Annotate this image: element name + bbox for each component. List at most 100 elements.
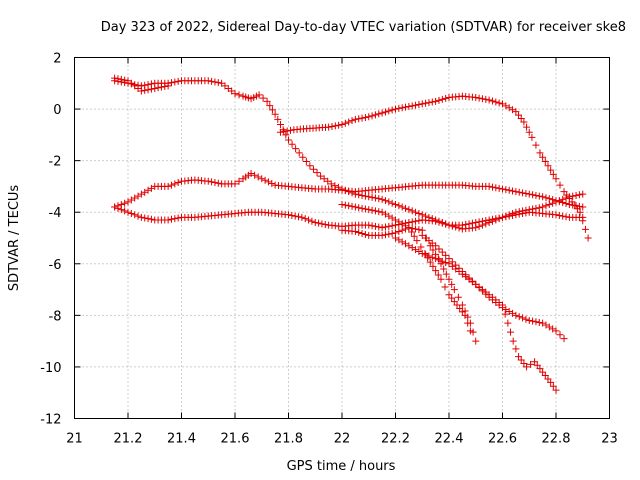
- data-point: [287, 126, 295, 134]
- data-point: [435, 245, 443, 253]
- data-point: [204, 77, 212, 85]
- data-point: [134, 192, 142, 200]
- data-point: [529, 191, 537, 199]
- data-point: [214, 79, 222, 87]
- data-point: [114, 204, 122, 212]
- data-point: [579, 203, 587, 211]
- data-point: [171, 180, 179, 188]
- data-point: [432, 242, 440, 250]
- data-point: [154, 84, 162, 92]
- data-point: [388, 222, 396, 230]
- data-point: [442, 220, 450, 228]
- data-point: [492, 215, 500, 223]
- data-point: [432, 217, 440, 225]
- data-point: [519, 189, 527, 197]
- data-point: [542, 194, 550, 202]
- data-point: [502, 186, 510, 194]
- data-point: [464, 319, 472, 327]
- data-point: [317, 172, 325, 180]
- data-point: [529, 317, 537, 325]
- data-point: [147, 215, 155, 223]
- data-point: [421, 249, 429, 257]
- data-point: [478, 217, 486, 225]
- y-tick-label: 0: [53, 103, 61, 118]
- data-point: [164, 182, 172, 190]
- data-point: [144, 86, 152, 94]
- data-point: [502, 306, 510, 314]
- data-point: [495, 99, 503, 107]
- data-point: [475, 94, 483, 102]
- data-point: [532, 318, 540, 326]
- data-point: [492, 98, 500, 106]
- data-point: [141, 86, 149, 94]
- data-point: [499, 301, 506, 309]
- data-point: [417, 243, 425, 251]
- data-point: [358, 229, 366, 237]
- data-point: [555, 198, 563, 206]
- data-point: [285, 211, 292, 219]
- data-point: [144, 186, 152, 194]
- data-point: [355, 204, 363, 212]
- data-point: [445, 275, 453, 283]
- data-point: [552, 327, 560, 335]
- data-point: [472, 93, 480, 101]
- data-point: [556, 181, 564, 189]
- data-point: [465, 274, 473, 282]
- data-point: [147, 184, 155, 192]
- data-point: [355, 115, 363, 123]
- data-point: [429, 246, 437, 254]
- data-point: [157, 83, 165, 91]
- data-point: [426, 258, 434, 266]
- data-point: [505, 104, 513, 112]
- data-point: [458, 221, 466, 229]
- data-point: [438, 257, 446, 265]
- data-point: [499, 100, 506, 108]
- data-point: [368, 193, 376, 201]
- data-point: [263, 97, 271, 105]
- data-point: [575, 191, 583, 199]
- data-point: [535, 318, 543, 326]
- data-point: [378, 195, 386, 203]
- data-point: [559, 212, 567, 220]
- data-point: [361, 230, 369, 238]
- y-tick-label: -2: [49, 155, 62, 170]
- data-point: [375, 195, 383, 203]
- data-point: [231, 180, 239, 188]
- x-tick-label: 22.6: [488, 432, 517, 447]
- data-point: [261, 176, 269, 184]
- data-point: [351, 203, 359, 211]
- data-point: [539, 203, 547, 211]
- data-point: [381, 223, 389, 231]
- data-point: [472, 219, 480, 227]
- data-point: [441, 283, 449, 291]
- data-point: [405, 242, 413, 250]
- data-point: [398, 104, 406, 112]
- data-point: [402, 103, 410, 111]
- data-point: [171, 215, 179, 223]
- data-point: [335, 121, 343, 129]
- data-point: [488, 97, 496, 105]
- series-track-9: [338, 200, 474, 335]
- x-tick-label: 21.2: [114, 432, 143, 447]
- data-point: [141, 214, 149, 222]
- data-point: [395, 202, 403, 210]
- data-point: [231, 90, 239, 98]
- data-point: [405, 224, 413, 232]
- data-point: [127, 196, 135, 204]
- data-point: [151, 84, 159, 92]
- data-point: [527, 360, 535, 368]
- data-point: [381, 210, 389, 218]
- data-point: [545, 195, 553, 203]
- data-point: [251, 171, 259, 179]
- series-track-8: [418, 231, 560, 394]
- data-point: [167, 215, 175, 223]
- data-point: [555, 211, 563, 219]
- data-point: [501, 310, 509, 318]
- data-point: [549, 325, 557, 333]
- data-point: [247, 170, 255, 178]
- data-point: [121, 207, 129, 215]
- data-point: [576, 208, 584, 216]
- data-point: [137, 213, 145, 221]
- x-axis-label: GPS time / hours: [287, 459, 396, 474]
